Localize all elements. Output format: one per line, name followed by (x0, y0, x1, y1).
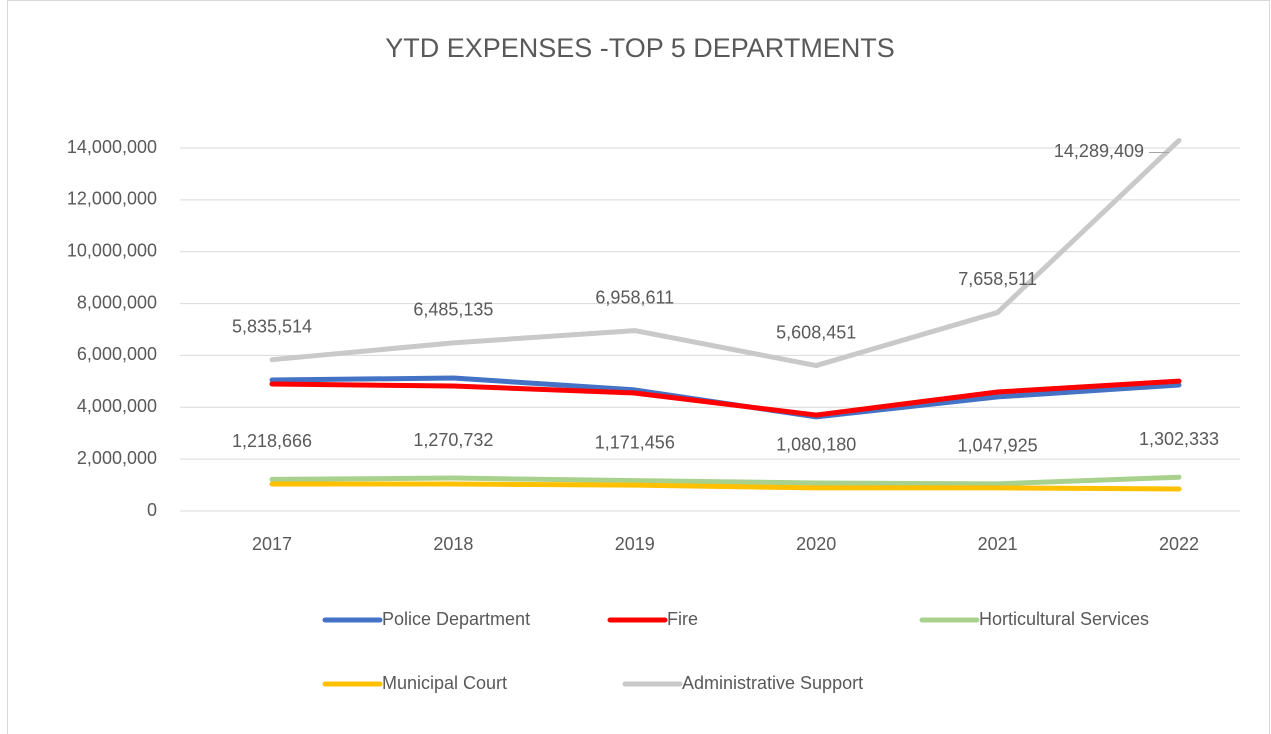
series-line (269, 481, 1182, 492)
legend-label: Horticultural Services (979, 609, 1149, 629)
chart-border (7, 0, 1270, 734)
data-label: 6,958,611 (595, 287, 674, 307)
series-line (269, 137, 1182, 369)
y-tick-label: 6,000,000 (77, 344, 157, 364)
y-tick-label: 12,000,000 (67, 189, 157, 209)
data-label: 5,835,514 (232, 316, 312, 336)
data-label: 1,080,180 (776, 435, 856, 455)
legend-label: Fire (667, 609, 698, 629)
y-tick-label: 2,000,000 (77, 448, 157, 468)
legend-label: Administrative Support (682, 673, 863, 693)
x-tick-label: 2020 (796, 534, 836, 554)
y-tick-label: 4,000,000 (77, 396, 157, 416)
legend-label: Police Department (382, 609, 530, 629)
data-label: 5,608,451 (776, 322, 856, 342)
data-label: 1,171,456 (595, 432, 675, 452)
chart-title: YTD EXPENSES -TOP 5 DEPARTMENTS (385, 33, 895, 63)
legend-label: Municipal Court (382, 673, 507, 693)
data-label: 1,047,925 (958, 436, 1038, 456)
series-line (269, 378, 1182, 418)
data-label: 6,485,135 (413, 300, 493, 320)
x-tick-label: 2017 (252, 534, 292, 554)
data-label: 1,218,666 (232, 431, 312, 451)
data-label: 7,658,511 (958, 269, 1037, 289)
x-tick-label: 2019 (615, 534, 655, 554)
x-tick-label: 2018 (433, 534, 473, 554)
y-tick-label: 0 (147, 500, 157, 520)
x-tick-label: 2021 (978, 534, 1018, 554)
y-tick-label: 14,000,000 (67, 137, 157, 157)
series-line (269, 474, 1182, 487)
x-tick-label: 2022 (1159, 534, 1199, 554)
data-label: 1,302,333 (1139, 429, 1219, 449)
data-label: 1,270,732 (413, 430, 493, 450)
y-tick-label: 10,000,000 (67, 240, 157, 260)
data-label: 14,289,409 (1054, 141, 1144, 161)
y-tick-label: 8,000,000 (77, 292, 157, 312)
